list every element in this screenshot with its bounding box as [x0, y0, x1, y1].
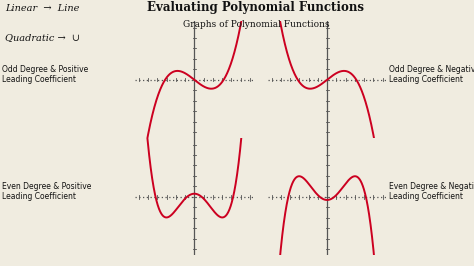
- Text: Linear  →  Line: Linear → Line: [5, 4, 79, 13]
- Text: Quadratic →  ∪: Quadratic → ∪: [5, 33, 80, 42]
- Text: Even Degree & Negative
Leading Coefficient: Even Degree & Negative Leading Coefficie…: [389, 182, 474, 201]
- Text: Graphs of Polynomial Functions: Graphs of Polynomial Functions: [182, 20, 329, 29]
- Text: Even Degree & Positive
Leading Coefficient: Even Degree & Positive Leading Coefficie…: [2, 182, 92, 201]
- Text: Odd Degree & Negative
Leading Coefficient: Odd Degree & Negative Leading Coefficien…: [389, 65, 474, 84]
- Text: Odd Degree & Positive
Leading Coefficient: Odd Degree & Positive Leading Coefficien…: [2, 65, 89, 84]
- Text: Evaluating Polynomial Functions: Evaluating Polynomial Functions: [147, 1, 365, 14]
